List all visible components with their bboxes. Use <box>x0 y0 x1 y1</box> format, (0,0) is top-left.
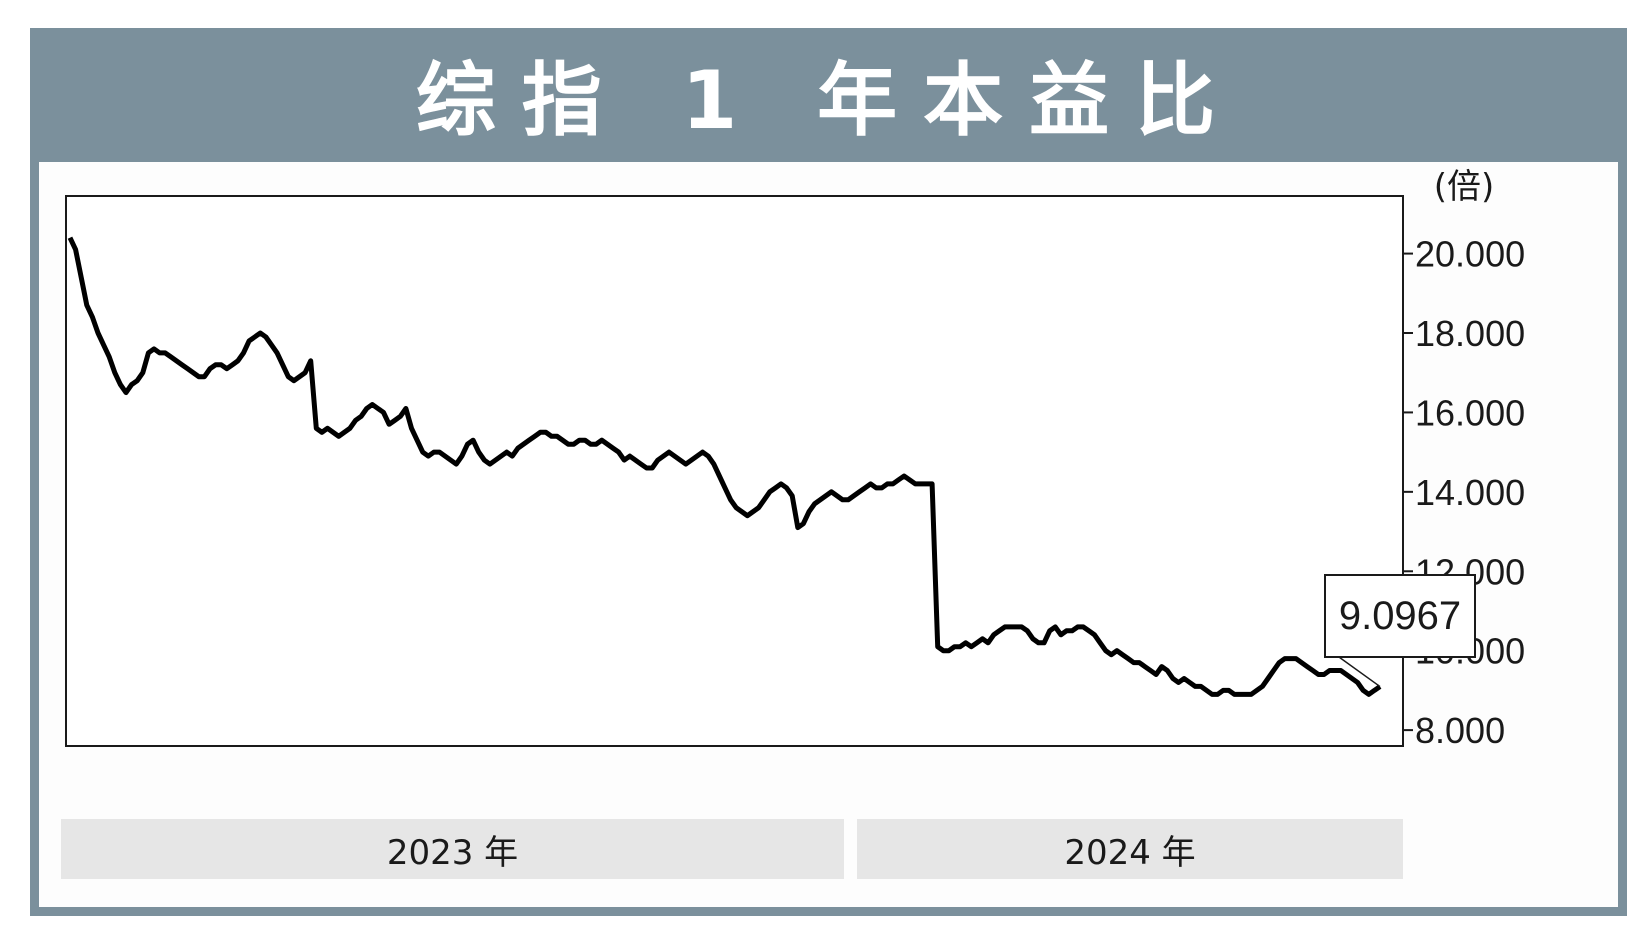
y-axis: 8.00010.00012.00014.00016.00018.00020.00… <box>1403 234 1525 751</box>
chart-title: 综指 1 年本益比 <box>415 54 1242 147</box>
pe-ratio-line <box>67 236 1382 697</box>
chart-panel: 8.00010.00012.00014.00016.00018.00020.00… <box>39 162 1618 907</box>
chart-header: 综指 1 年本益比 <box>30 28 1627 160</box>
y-tick-label: 8.000 <box>1415 710 1505 751</box>
y-unit-label: (倍) <box>1434 167 1495 207</box>
y-tick-label: 14.000 <box>1415 472 1525 513</box>
y-tick-label: 18.000 <box>1415 313 1525 354</box>
series-layer <box>67 236 1382 697</box>
line-chart: 8.00010.00012.00014.00016.00018.00020.00… <box>65 167 1525 751</box>
y-tick-label: 20.000 <box>1415 234 1525 275</box>
latest-value-callout: 9.0967 <box>1324 574 1476 658</box>
year-label-2024: 2024 年 <box>857 819 1403 879</box>
plot-area <box>65 195 1404 747</box>
chart-frame: 综指 1 年本益比 8.00010.00012.00014.00016.0001… <box>30 28 1627 916</box>
y-tick-label: 16.000 <box>1415 392 1525 433</box>
year-label-2023: 2023 年 <box>61 819 844 879</box>
